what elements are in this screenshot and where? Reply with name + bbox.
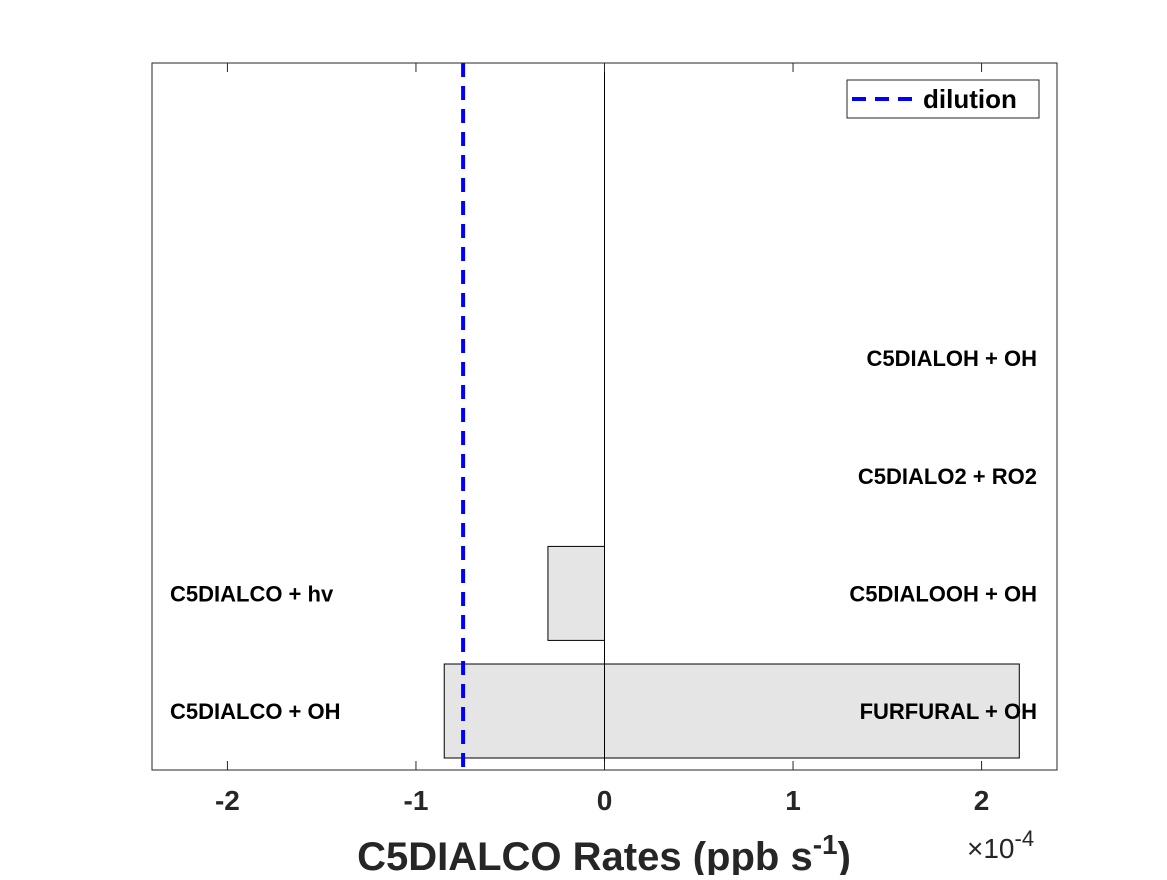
x-axis-multiplier-exponent: -4 [1015,826,1035,851]
production-label: C5DIALO2 + RO2 [858,464,1037,489]
production-label: C5DIALOOH + OH [849,581,1037,606]
x-tick-label: 1 [785,785,801,816]
legend-dilution-label: dilution [923,84,1017,114]
production-label: FURFURAL + OH [860,699,1037,724]
legend: dilution [846,79,1040,119]
bars-layer [443,545,1020,759]
production-bar [604,663,1020,759]
x-axis-label: C5DIALCO Rates (ppb s-1) [357,829,851,875]
loss-bar [443,663,606,759]
x-tick-label: -2 [215,785,240,816]
x-axis-label-main: C5DIALCO Rates (ppb s [357,835,813,875]
x-axis-multiplier: ×10-4 [967,826,1034,864]
x-axis-label-suffix: ) [838,835,851,875]
loss-label: C5DIALCO + hv [170,581,334,606]
axes-layer: -2 -1 0 1 2 [151,62,1058,816]
x-tick-label: -1 [404,785,429,816]
x-tick-label: 2 [974,785,990,816]
loss-bar [547,545,605,641]
production-label: C5DIALOH + OH [866,346,1037,371]
loss-label: C5DIALCO + OH [170,699,341,724]
x-axis-multiplier-base: ×10 [967,833,1015,864]
labels-layer: C5DIALCO + OH FURFURAL + OH C5DIALCO + hv C… [170,346,1037,724]
x-axis-label-superscript: -1 [813,829,838,860]
x-tick-label: 0 [597,785,613,816]
